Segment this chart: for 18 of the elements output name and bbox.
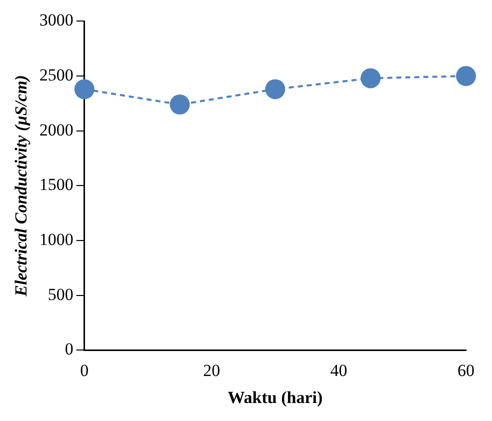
x-axis-title: Waktu (hari) xyxy=(228,388,323,408)
y-tick-label: 1000 xyxy=(39,230,74,249)
point xyxy=(456,66,476,86)
y-axis-title: Electrical Conductivity (µS/cm) xyxy=(12,75,31,298)
y-tick-label: 2500 xyxy=(39,66,74,84)
y-tick-label: 0 xyxy=(64,340,74,359)
y-tick-label: 500 xyxy=(48,284,74,304)
x-tick-label: 60 xyxy=(458,360,474,380)
point xyxy=(360,68,381,88)
y-tick-label: 2000 xyxy=(39,120,74,140)
point xyxy=(170,94,190,115)
x-tick-label: 20 xyxy=(203,360,220,380)
y-tick-label: 1500 xyxy=(39,175,74,194)
x-tick-label: 0 xyxy=(80,360,89,380)
point xyxy=(265,79,286,100)
x-tick-label: 40 xyxy=(330,360,348,380)
y-tick-label: 3000 xyxy=(39,10,74,30)
point xyxy=(74,79,94,100)
